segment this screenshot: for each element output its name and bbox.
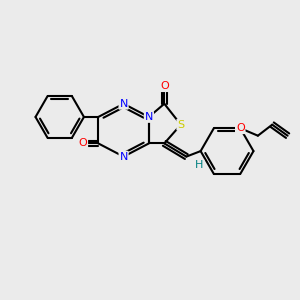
- Text: O: O: [79, 138, 87, 148]
- Text: O: O: [236, 123, 244, 133]
- Text: N: N: [145, 112, 153, 122]
- Text: H: H: [195, 160, 204, 170]
- Text: S: S: [177, 120, 184, 130]
- Text: N: N: [119, 99, 128, 109]
- Text: N: N: [119, 152, 128, 162]
- Text: O: O: [160, 81, 169, 91]
